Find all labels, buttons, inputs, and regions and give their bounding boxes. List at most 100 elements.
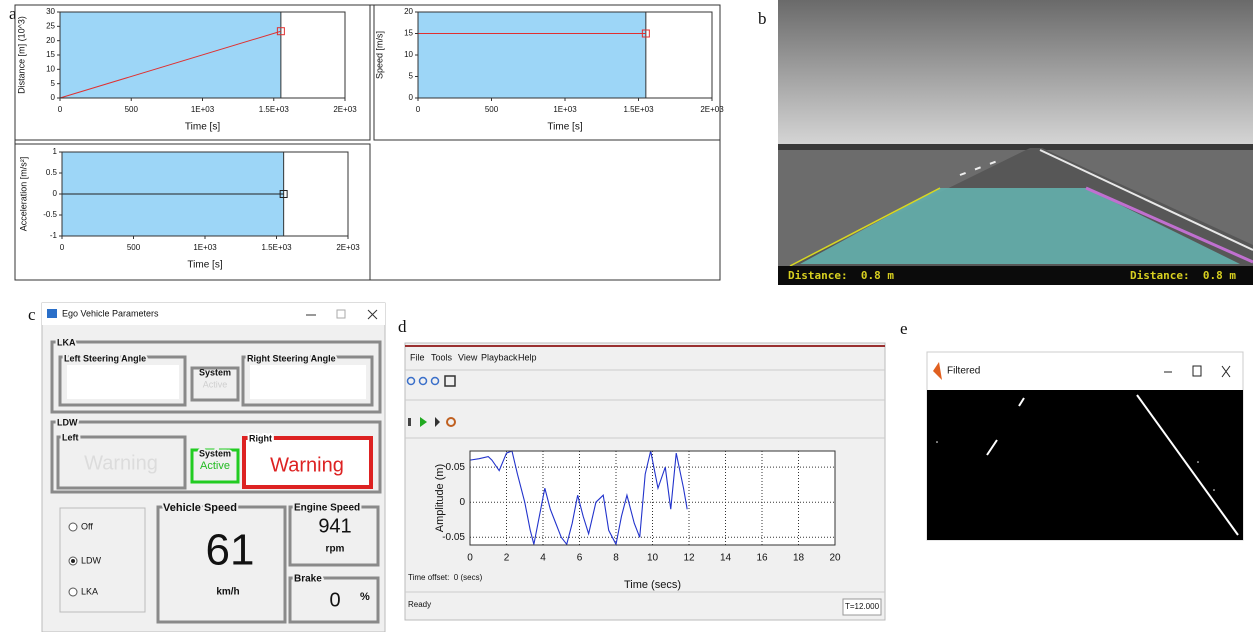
y-axis-label: Speed [m/s] [374, 31, 384, 79]
y-tick-label: 10 [404, 50, 413, 59]
brake-label: Brake [294, 574, 322, 585]
x-tick-label: 2E+03 [333, 105, 357, 114]
page: Lane assist simulation figure {"panel_la… [0, 0, 1253, 632]
y-tick-label: 15 [404, 29, 413, 38]
time-offset: Time offset: 0 (secs) [408, 573, 483, 582]
y-tick-label: -0.05 [442, 532, 465, 543]
panel-label: e [900, 319, 908, 338]
x-tick-label: 500 [125, 105, 139, 114]
ego-window: Ego Vehicle Parameters LKA Left Steering… [42, 303, 385, 632]
x-tick-label: 12 [683, 553, 695, 564]
x-tick-label: 1E+03 [193, 243, 217, 252]
indicator-label: Right [249, 433, 272, 443]
x-tick-label: 1.5E+03 [623, 105, 654, 114]
window-title: Filtered [947, 366, 980, 377]
system-status: Active [203, 379, 228, 389]
engine-value: 941 [318, 515, 351, 537]
x-tick-label: 0 [58, 105, 63, 114]
plot-area [470, 451, 835, 545]
stop-button[interactable] [408, 418, 411, 426]
warning-text: Warning [84, 452, 158, 474]
radio-label[interactable]: LKA [81, 586, 98, 596]
sky [778, 0, 1253, 146]
menu-item[interactable]: View [458, 352, 478, 362]
radio-button[interactable] [69, 588, 77, 596]
y-tick-label: 20 [404, 7, 413, 16]
x-tick-label: 14 [720, 553, 732, 564]
y-tick-label: 25 [46, 21, 55, 30]
system-status: Active [200, 460, 230, 472]
group-label: LKA [57, 337, 76, 347]
x-tick-label: 500 [485, 105, 499, 114]
speed-label: Vehicle Speed [163, 502, 237, 514]
status-text: Ready [408, 600, 431, 609]
y-axis-label: Amplitude (m) [434, 464, 446, 532]
y-tick-label: 5 [409, 72, 414, 81]
x-tick-label: 4 [540, 553, 546, 564]
y-tick-label: 10 [46, 64, 55, 73]
radio-label[interactable]: LDW [81, 555, 102, 565]
y-tick-label: -1 [50, 231, 58, 240]
y-axis-label: Distance [m] (10^3) [16, 16, 26, 94]
distance-readout: Distance: 0.8 m [1130, 269, 1236, 282]
x-tick-label: 1E+03 [553, 105, 577, 114]
menu-item[interactable]: Tools [431, 352, 453, 362]
x-tick-label: 18 [793, 553, 805, 564]
speed-value: 61 [206, 526, 255, 575]
y-axis-label: Acceleration [m/s²] [18, 157, 28, 232]
panel-label: c [28, 305, 36, 324]
panel-label: b [758, 9, 767, 28]
y-tick-label: 15 [46, 50, 55, 59]
menu-item[interactable]: Playback [481, 352, 518, 362]
radio-button[interactable] [69, 523, 77, 531]
system-label: System [199, 367, 231, 377]
x-tick-label: 0 [60, 243, 65, 252]
x-tick-label: 16 [756, 553, 768, 564]
speed-unit: km/h [216, 587, 239, 598]
menu-item[interactable]: File [410, 352, 425, 362]
x-tick-label: 0 [416, 105, 421, 114]
noise [1197, 461, 1199, 463]
y-tick-label: 0.05 [446, 462, 466, 473]
y-tick-label: 20 [46, 36, 55, 45]
x-tick-label: 500 [127, 243, 141, 252]
indicator-label: Left Steering Angle [64, 353, 146, 363]
x-tick-label: 1E+03 [191, 105, 215, 114]
elapsed-region [60, 12, 281, 98]
indicator-label: Right Steering Angle [247, 353, 336, 363]
y-tick-label: 5 [51, 79, 56, 88]
x-tick-label: 10 [647, 553, 659, 564]
x-tick-label: 1.5E+03 [261, 243, 292, 252]
engine-label: Engine Speed [294, 503, 360, 514]
warning-text: Warning [270, 454, 344, 476]
x-tick-label: 6 [577, 553, 583, 564]
group-label: LDW [57, 417, 78, 427]
indicator-field [67, 365, 179, 399]
x-tick-label: 1.5E+03 [259, 105, 290, 114]
x-tick-label: 20 [829, 553, 841, 564]
menu-item[interactable]: Help [518, 352, 537, 362]
simulation-view: Distance: 0.8 m Distance: 0.8 m [778, 0, 1253, 285]
radio-dot [71, 559, 75, 563]
radio-label[interactable]: Off [81, 521, 93, 531]
y-tick-label: 0 [51, 93, 56, 102]
engine-unit: rpm [326, 544, 345, 555]
elapsed-region [418, 12, 646, 98]
y-tick-label: 0 [459, 497, 465, 508]
noise [1213, 489, 1215, 491]
x-axis-label: Time [s] [547, 122, 582, 133]
x-tick-label: 8 [613, 553, 619, 564]
distance-readout: Distance: 0.8 m [788, 269, 894, 282]
y-tick-label: 1 [53, 147, 58, 156]
y-tick-label: 0 [53, 189, 58, 198]
x-tick-label: 2 [504, 553, 510, 564]
horizon [778, 144, 1253, 150]
indicator-field [250, 365, 366, 399]
brake-value: 0 [329, 589, 340, 611]
time-readout: T=12.000 [845, 602, 880, 611]
indicator-label: Left [62, 432, 79, 442]
app-icon [47, 309, 57, 318]
body: a b c d e Distance: 0.8 m Distance: 0.8 … [0, 0, 1253, 632]
brake-unit: % [360, 591, 370, 603]
x-tick-label: 2E+03 [336, 243, 360, 252]
